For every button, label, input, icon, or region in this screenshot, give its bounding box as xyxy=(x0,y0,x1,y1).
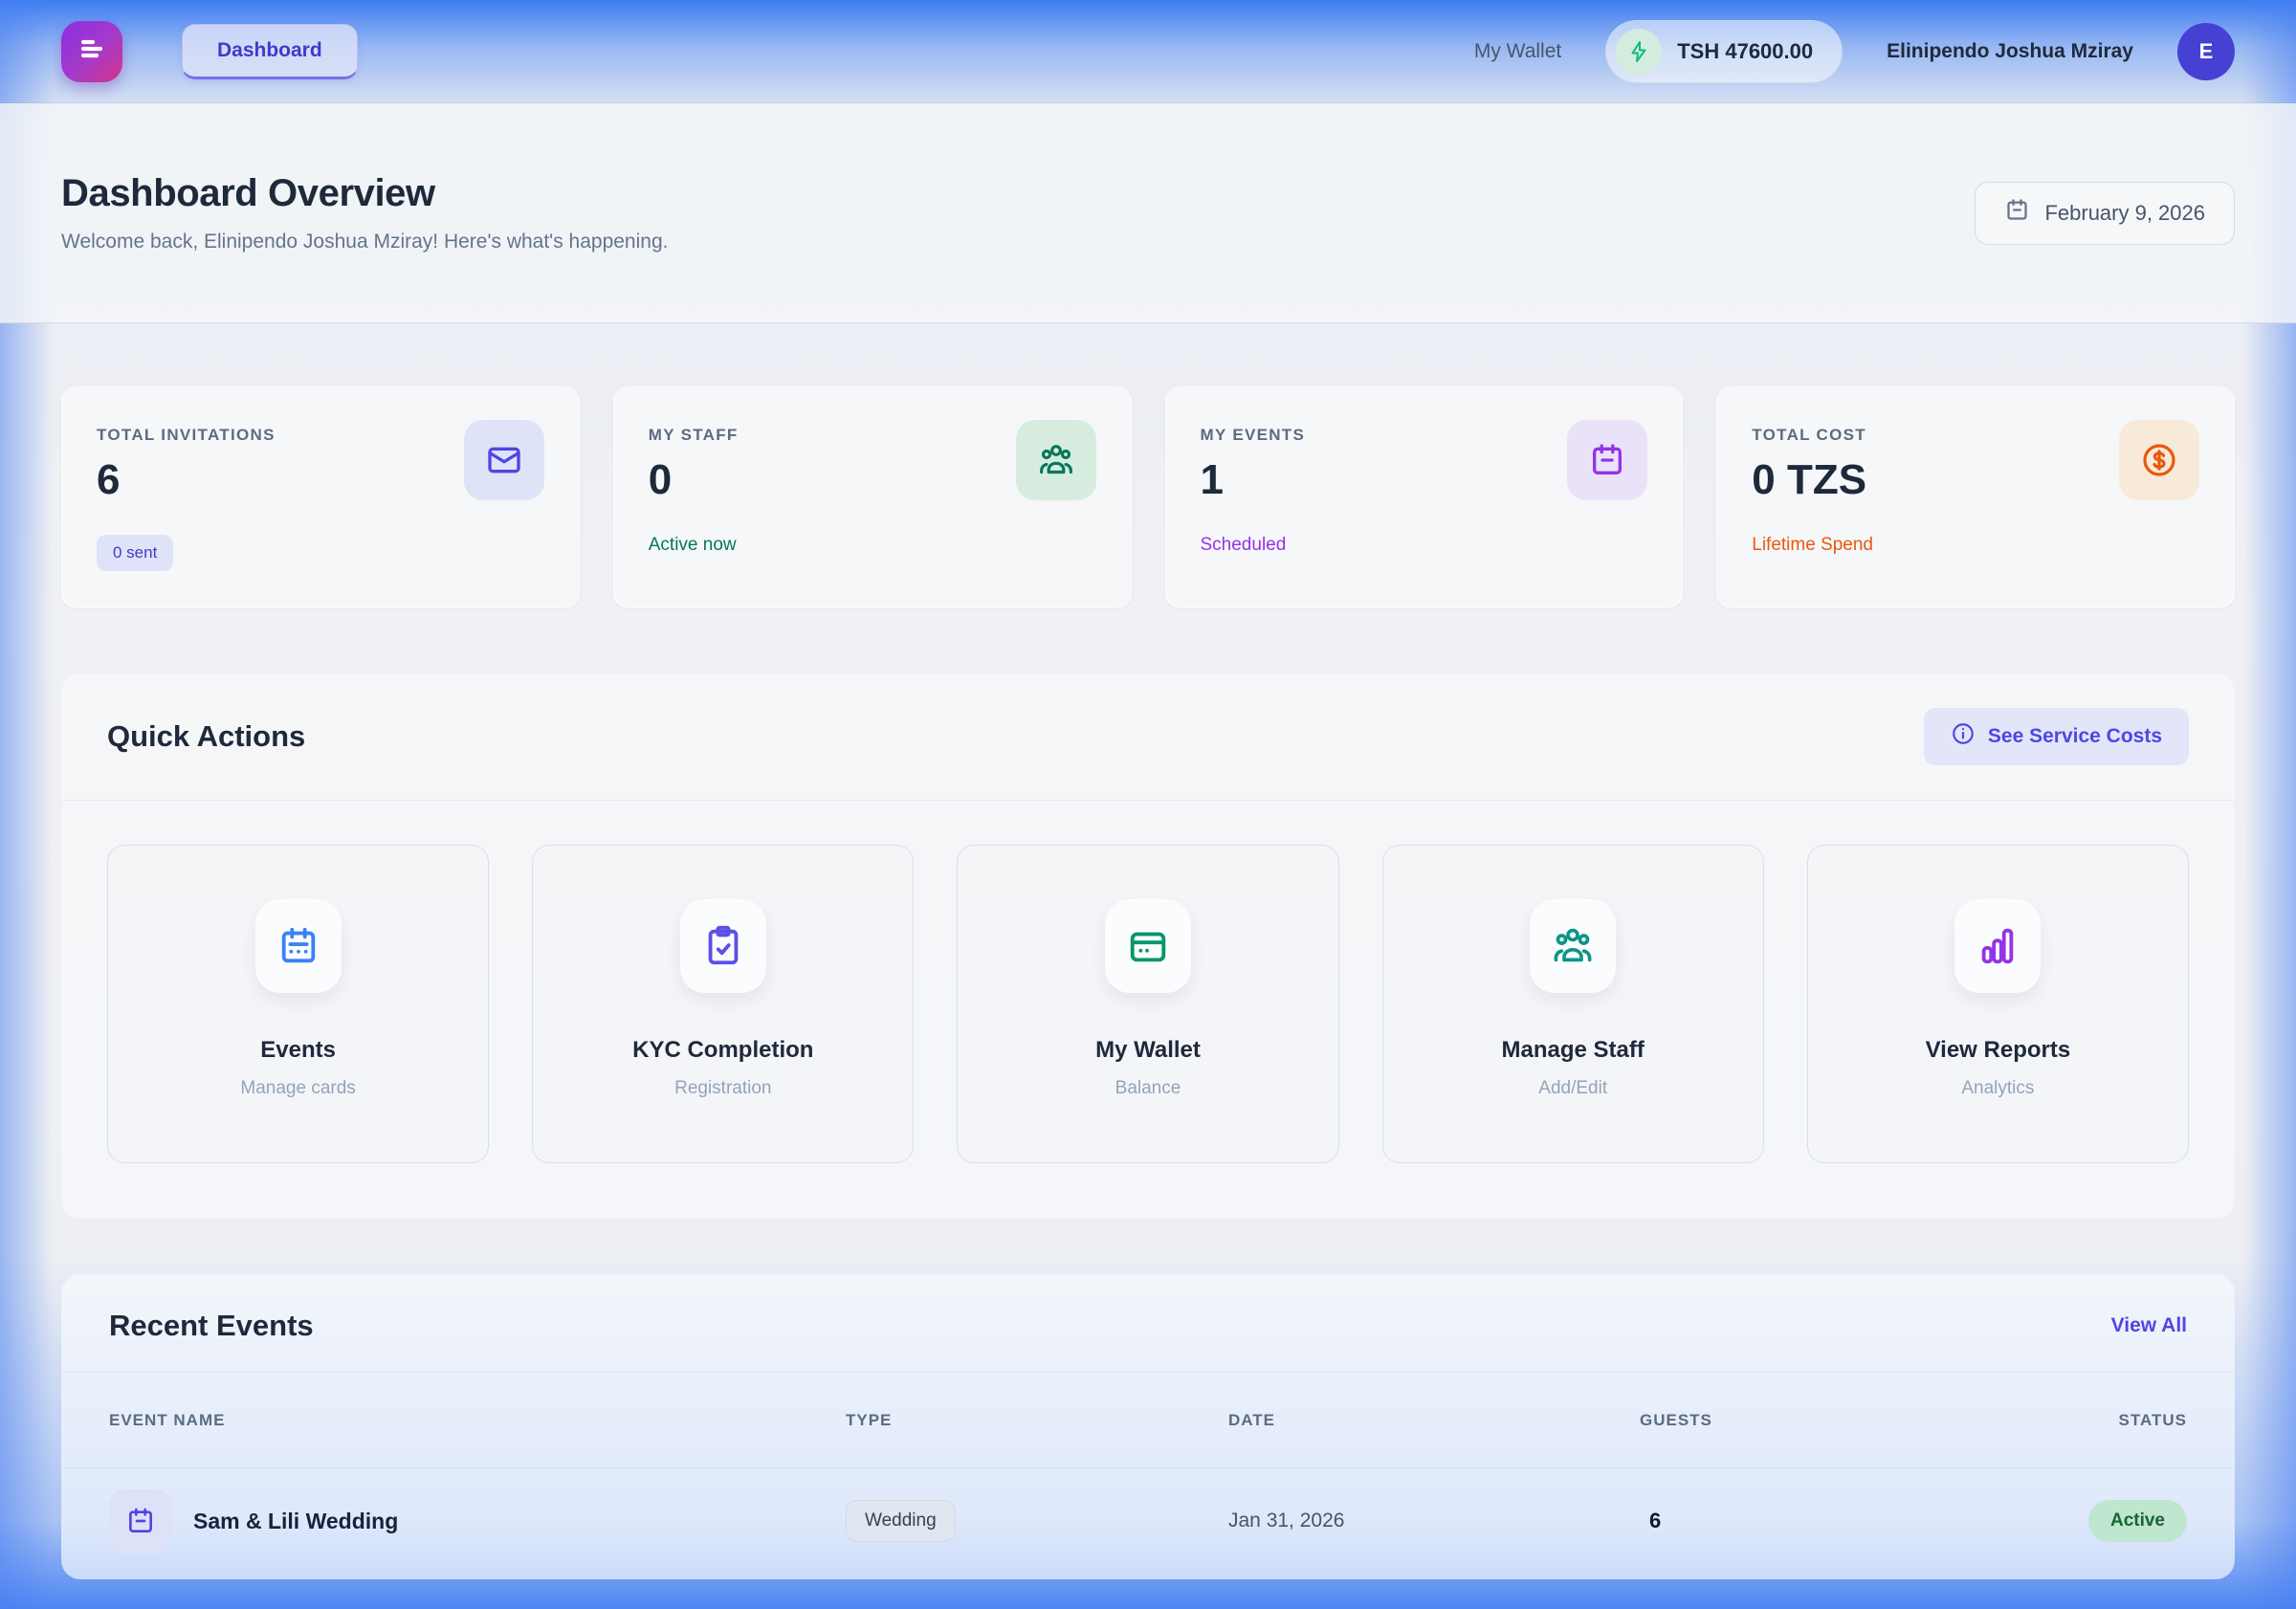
stat-label: MY STAFF xyxy=(648,426,739,444)
clipboard-check-icon xyxy=(679,899,766,993)
quick-actions-title: Quick Actions xyxy=(107,719,306,753)
wallet-balance: TSH 47600.00 xyxy=(1677,38,1814,63)
stat-card-total-invitations: TOTAL INVITATIONS 6 0 sent xyxy=(61,386,580,608)
stat-status-badge: 0 sent xyxy=(97,535,174,571)
page-subtitle: Welcome back, Elinipendo Joshua Mziray! … xyxy=(61,231,669,253)
quick-action-title: My Wallet xyxy=(1095,1037,1201,1063)
quick-action-events[interactable]: Events Manage cards xyxy=(107,845,490,1163)
table-row[interactable]: Sam & Lili Wedding Wedding Jan 31, 2026 … xyxy=(61,1468,2235,1579)
column-guests: GUESTS xyxy=(1640,1410,1712,1429)
recent-events-title: Recent Events xyxy=(109,1309,314,1342)
table-header: EVENT NAME TYPE DATE GUESTS STATUS xyxy=(61,1373,2235,1468)
info-icon xyxy=(1951,721,1976,752)
menu-lines-icon xyxy=(76,33,108,70)
calendar-icon xyxy=(109,1489,172,1553)
stat-card-my-staff: MY STAFF 0 Active now xyxy=(612,386,1132,608)
see-service-costs-button[interactable]: See Service Costs xyxy=(1923,708,2189,765)
page-title: Dashboard Overview xyxy=(61,172,435,214)
quick-action-title: KYC Completion xyxy=(632,1037,814,1063)
stat-value: 1 xyxy=(1200,456,1224,503)
lightning-bolt-icon xyxy=(1616,28,1663,75)
stat-label: TOTAL COST xyxy=(1752,426,1866,444)
column-date: DATE xyxy=(1228,1410,1276,1429)
mail-icon xyxy=(463,420,544,500)
quick-action-kyc-completion[interactable]: KYC Completion Registration xyxy=(532,845,915,1163)
quick-action-subtitle: Registration xyxy=(674,1078,772,1098)
quick-action-view-reports[interactable]: View Reports Analytics xyxy=(1806,845,2189,1163)
stat-value: 6 xyxy=(97,456,121,503)
stat-status: Scheduled xyxy=(1200,535,1287,555)
wallet-balance-pill[interactable]: TSH 47600.00 xyxy=(1605,19,1843,83)
quick-action-my-wallet[interactable]: My Wallet Balance xyxy=(957,845,1339,1163)
event-name: Sam & Lili Wedding xyxy=(193,1508,399,1533)
calendar-days-icon xyxy=(254,899,342,993)
quick-action-subtitle: Add/Edit xyxy=(1538,1078,1608,1098)
current-date: February 9, 2026 xyxy=(2044,200,2205,225)
quick-action-title: View Reports xyxy=(1925,1037,2071,1063)
users-icon xyxy=(1530,899,1617,993)
stat-value: 0 xyxy=(648,456,673,503)
stat-label: TOTAL INVITATIONS xyxy=(97,426,276,444)
dollar-circle-icon xyxy=(2119,420,2199,500)
quick-actions-panel: Quick Actions See Service Costs xyxy=(61,673,2235,1219)
column-status: STATUS xyxy=(2118,1410,2187,1429)
quick-action-title: Events xyxy=(260,1037,336,1063)
event-date: Jan 31, 2026 xyxy=(1228,1510,1345,1532)
tab-dashboard[interactable]: Dashboard xyxy=(182,23,358,79)
bar-chart-icon xyxy=(1954,899,2042,993)
quick-action-subtitle: Balance xyxy=(1115,1078,1181,1098)
stat-label: MY EVENTS xyxy=(1200,426,1306,444)
stat-card-my-events: MY EVENTS 1 Scheduled xyxy=(1164,386,1684,608)
view-all-link[interactable]: View All xyxy=(2110,1314,2187,1336)
stat-value: 0 TZS xyxy=(1752,456,1867,503)
page-header: Dashboard Overview Welcome back, Elinipe… xyxy=(0,103,2296,323)
recent-events-panel: Recent Events View All EVENT NAME TYPE D… xyxy=(61,1274,2235,1579)
credit-card-icon xyxy=(1104,899,1191,993)
quick-action-title: Manage Staff xyxy=(1501,1037,1645,1063)
top-nav: Dashboard My Wallet TSH 47600.00 Elinipe… xyxy=(0,0,2296,103)
event-guests: 6 xyxy=(1649,1509,1662,1532)
calendar-icon xyxy=(2004,197,2030,229)
event-type-badge: Wedding xyxy=(846,1500,956,1542)
nav-link-my-wallet[interactable]: My Wallet xyxy=(1473,39,1562,62)
avatar[interactable]: E xyxy=(2177,22,2235,80)
users-icon xyxy=(1015,420,1096,500)
calendar-icon xyxy=(1567,420,1648,500)
column-event-name: EVENT NAME xyxy=(109,1410,226,1429)
column-type: TYPE xyxy=(846,1410,893,1429)
quick-action-manage-staff[interactable]: Manage Staff Add/Edit xyxy=(1381,845,1764,1163)
date-chip[interactable]: February 9, 2026 xyxy=(1975,181,2235,245)
quick-action-subtitle: Manage cards xyxy=(240,1078,356,1098)
user-name: Elinipendo Joshua Mziray xyxy=(1887,39,2133,62)
status-badge: Active xyxy=(2087,1500,2187,1542)
quick-action-subtitle: Analytics xyxy=(1961,1078,2035,1098)
stat-card-total-cost: TOTAL COST 0 TZS Lifetime Spend xyxy=(1716,386,2235,608)
stat-status: Lifetime Spend xyxy=(1752,535,1873,555)
stat-status: Active now xyxy=(648,535,737,555)
stats-row: TOTAL INVITATIONS 6 0 sent MY STAFF 0 xyxy=(61,386,2235,608)
app-logo[interactable] xyxy=(61,20,122,82)
